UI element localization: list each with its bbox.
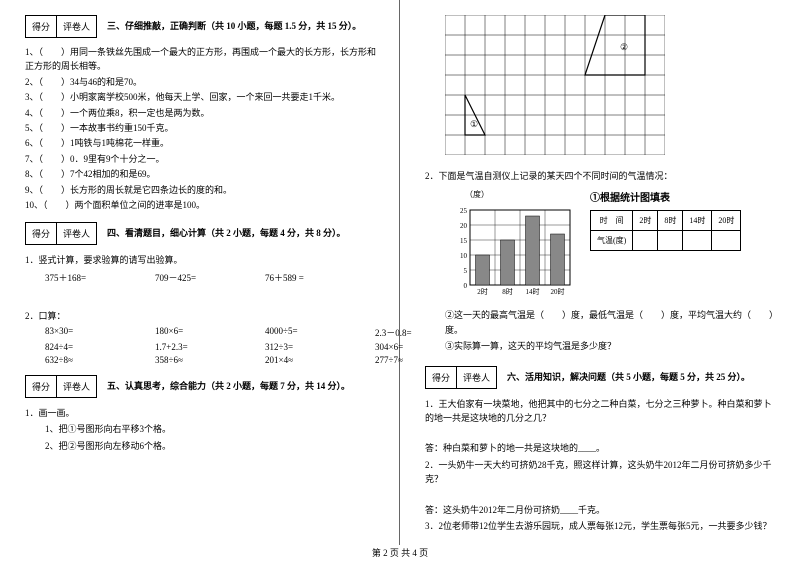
section-6-title: 六、活用知识，解决问题（共 5 小题，每题 5 分，共 25 分）。 [507,370,750,383]
svg-text:2时: 2时 [477,287,488,296]
q3-3: 3、（ ）小明家离学校500米，他每天上学、回家，一个来回一共要走1千米。 [25,90,379,104]
q5-1-2: 2、把②号图形向左移动6个格。 [25,439,379,453]
q6-3: 3．2位老师带12位学生去游乐园玩，成人票每张12元，学生票每张5元，一共要多少… [425,519,780,533]
q4-2-title: 2．口算： [25,309,379,323]
q3-4: 4、（ ）一个两位乘8，积一定也是两为数。 [25,106,379,120]
q6-2-ans: 答：这头奶牛2012年二月份可挤奶____千克。 [425,503,780,517]
svg-text:0: 0 [464,282,468,290]
shape-1-label: ① [470,119,478,129]
section-4-title: 四、看清题目，细心计算（共 2 小题，每题 4 分，共 8 分）。 [107,226,346,239]
svg-text:20: 20 [460,222,468,230]
page-footer: 第 2 页 共 4 页 [0,546,800,559]
q3-8: 8、（ ）7个42相加的和是69。 [25,167,379,181]
score-label: 得分 [25,15,56,38]
chart-q2: ②这一天的最高气温是（ ）度，最低气温是（ ）度，平均气温大约（ ）度。 [425,308,780,337]
q4-2-row2: 824÷4= 1.7+2.3= 312÷3= 304×6= [25,342,379,352]
q6-1: 1．王大伯家有一块菜地，他把其中的七分之二种白菜，七分之三种萝卜。种白菜和萝卜的… [425,397,780,426]
svg-text:15: 15 [460,237,468,245]
section-3-questions: 1、（ ）用同一条铁丝先围成一个最大的正方形，再围成一个最大的长方形，长方形和正… [25,45,379,212]
score-box-5: 得分 评卷人 [25,375,97,398]
chart-ylabel: （度） [465,189,575,200]
svg-text:25: 25 [460,207,468,215]
q4-1-title: 1．竖式计算，要求验算的请写出验算。 [25,253,379,267]
svg-text:20时: 20时 [551,287,565,296]
q3-9: 9、（ ）长方形的周长就是它四条边长的度的和。 [25,183,379,197]
q3-2: 2、（ ）34与46的和是70。 [25,75,379,89]
q3-7: 7、（ ）0．9里有9个十分之一。 [25,152,379,166]
svg-text:5: 5 [464,267,468,275]
q3-6: 6、（ ）1吨铁与1吨棉花一样重。 [25,136,379,150]
temperature-chart: 25 20 15 10 5 0 2时 8时 14时 20时 [445,200,575,300]
score-box-6: 得分 评卷人 [425,366,497,389]
q5-1-1: 1、把①号图形向右平移3个格。 [25,422,379,436]
shape-2 [585,15,645,75]
score-box-3: 得分 评卷人 [25,15,97,38]
score-box-4: 得分 评卷人 [25,222,97,245]
right-q2: 2．下面是气温自测仪上记录的某天四个不同时间的气温情况： [425,169,780,183]
svg-text:10: 10 [460,252,468,260]
q4-1-items: 375＋168= 709－425= 76＋589 = [25,271,379,284]
q4-2-row1: 83×30= 180×6= 4000÷5= 2.3－0.8= [25,326,379,339]
q5-1-title: 1．画一画。 [25,406,379,420]
q3-1: 1、（ ）用同一条铁丝先围成一个最大的正方形，再围成一个最大的长方形，长方形和正… [25,45,379,74]
chart-q3: ③实际算一算，这天的平均气温是多少度？ [425,339,780,353]
q3-10: 10、（ ）两个面积单位之间的进率是100。 [25,198,379,212]
section-3-title: 三、仔细推敲，正确判断（共 10 小题，每题 1.5 分，共 15 分）。 [107,19,361,32]
grader-label: 评卷人 [56,15,97,38]
q6-1-ans: 答：种白菜和萝卜的地一共是这块地的____。 [425,441,780,455]
grid-figure: ① ② [445,15,665,155]
svg-text:14时: 14时 [526,287,540,296]
q4-2-row3: 632÷8≈ 358÷6≈ 201×4≈ 277÷7≈ [25,355,379,365]
q3-5: 5、（ ）一本故事书约重150千克。 [25,121,379,135]
temperature-table: 时 间 2时 8时 14时 20时 气温(度) [590,210,741,251]
q6-2: 2．一头奶牛一天大约可挤奶28千克，照这样计算，这头奶牛2012年二月份可挤奶多… [425,458,780,487]
section-5-title: 五、认真思考，综合能力（共 2 小题，每题 7 分，共 14 分）。 [107,379,350,392]
svg-text:8时: 8时 [502,287,513,296]
chart-table-title: ①根据统计图填表 [590,189,741,204]
shape-2-label: ② [620,42,628,52]
